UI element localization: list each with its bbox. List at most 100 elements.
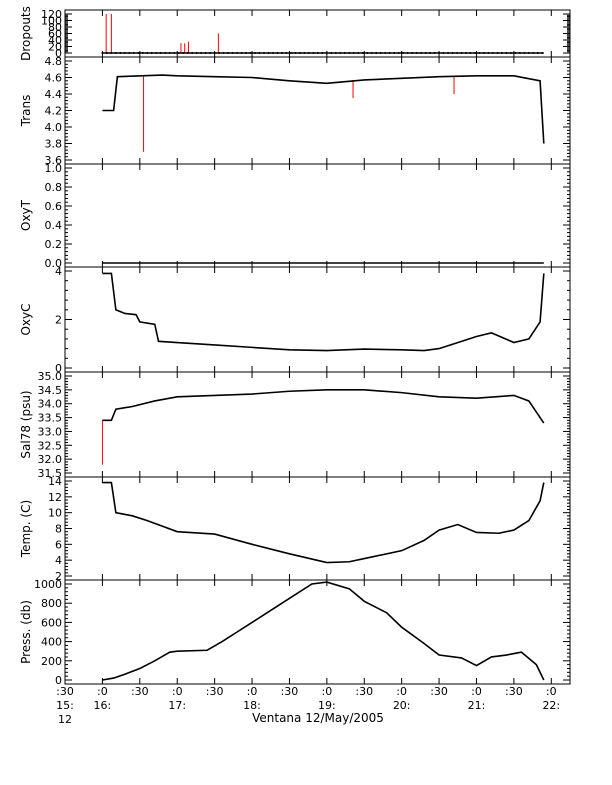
data-point	[173, 52, 176, 54]
y-axis-label: OxyT	[19, 199, 33, 231]
x-tick-label: :0	[247, 685, 258, 698]
data-point	[330, 52, 333, 54]
y-axis-label: Sal78 (psu)	[19, 390, 33, 458]
data-point	[227, 52, 230, 54]
data-point	[523, 52, 526, 54]
y-tick-label: 400	[41, 636, 62, 649]
y-tick-label: 0	[55, 674, 62, 687]
y-tick-label: 60	[48, 28, 62, 41]
series-line	[102, 272, 545, 352]
x-tick-day-label: 12	[58, 713, 72, 726]
data-point	[541, 52, 544, 54]
y-tick-label: 0.0	[45, 257, 63, 270]
y-tick-label: 4	[55, 265, 62, 278]
series-line	[102, 389, 545, 424]
data-point	[388, 52, 391, 54]
data-point	[254, 52, 257, 54]
panel-frame	[64, 266, 571, 373]
y-tick-label: 33.5	[38, 412, 63, 425]
data-point	[114, 52, 117, 54]
series-line	[102, 481, 545, 564]
x-tick-label: :0	[172, 685, 183, 698]
y-tick-label: 0.2	[45, 238, 63, 251]
y-axis-label: Temp. (C)	[19, 500, 33, 558]
panel-frame	[64, 579, 571, 685]
y-tick-label: 4.0	[45, 121, 63, 134]
data-point	[361, 52, 364, 54]
data-point	[276, 52, 279, 54]
x-tick-label: :30	[505, 685, 523, 698]
series-line	[102, 74, 545, 144]
x-tick-label: :30	[56, 685, 74, 698]
panel-frame	[64, 163, 571, 268]
data-point	[411, 52, 414, 54]
data-point	[447, 52, 450, 54]
data-point	[509, 52, 512, 54]
data-point	[209, 52, 212, 54]
y-tick-label: 0	[55, 47, 62, 60]
y-tick-label: 4.2	[45, 105, 63, 118]
data-point	[263, 52, 266, 54]
y-tick-label: 1.0	[45, 162, 63, 175]
data-point	[482, 52, 485, 54]
data-point	[429, 52, 432, 54]
data-point	[271, 52, 274, 54]
y-tick-label: 0.8	[45, 181, 63, 194]
y-tick-label: 2	[55, 314, 62, 327]
x-tick-hour-label: 15:	[56, 699, 74, 712]
data-point	[357, 52, 360, 54]
data-point	[195, 52, 198, 54]
y-tick-label: 1000	[34, 578, 62, 591]
data-point	[240, 52, 243, 54]
data-point	[465, 52, 468, 54]
y-tick-label: 0.6	[45, 200, 63, 213]
y-tick-label: 32.5	[38, 439, 63, 452]
x-tick-hour-label: 18:	[243, 699, 261, 712]
y-tick-label: 6	[55, 538, 62, 551]
data-point	[402, 52, 405, 54]
y-axis-label: Dropouts	[19, 6, 33, 61]
y-tick-label: 35.0	[38, 370, 63, 383]
y-tick-label: 40	[48, 34, 62, 47]
data-point	[527, 52, 530, 54]
data-point	[397, 52, 400, 54]
panel-frame	[64, 371, 571, 478]
data-point	[285, 52, 288, 54]
panel-frame	[64, 9, 571, 58]
data-point	[146, 52, 149, 54]
data-point	[532, 52, 535, 54]
y-tick-label: 2	[55, 570, 62, 583]
data-point	[312, 52, 315, 54]
data-point	[182, 52, 185, 54]
chart-caption: Ventana 12/May/2005	[252, 711, 384, 725]
y-tick-label: 800	[41, 597, 62, 610]
data-point	[384, 52, 387, 54]
y-tick-label: 3.6	[45, 154, 63, 167]
y-tick-label: 0	[55, 362, 62, 375]
data-point	[491, 52, 494, 54]
y-tick-label: 12	[48, 491, 62, 504]
data-point	[236, 52, 239, 54]
data-point	[348, 52, 351, 54]
data-point	[159, 52, 162, 54]
data-point	[249, 52, 252, 54]
data-point	[123, 52, 126, 54]
data-point	[119, 52, 122, 54]
data-point	[456, 52, 459, 54]
x-tick-label: :0	[546, 685, 557, 698]
y-tick-label: 100	[41, 15, 62, 28]
data-point	[339, 52, 342, 54]
data-point	[469, 52, 472, 54]
data-point	[267, 52, 270, 54]
y-tick-label: 120	[41, 8, 62, 21]
data-point	[164, 52, 167, 54]
y-tick-label: 600	[41, 616, 62, 629]
y-axis-label: Press. (db)	[19, 600, 33, 664]
data-point	[514, 52, 517, 54]
y-tick-label: 20	[48, 41, 62, 54]
data-point	[155, 52, 158, 54]
data-point	[222, 52, 225, 54]
x-tick-label: :0	[97, 685, 108, 698]
data-point	[393, 52, 396, 54]
data-point	[191, 52, 194, 54]
